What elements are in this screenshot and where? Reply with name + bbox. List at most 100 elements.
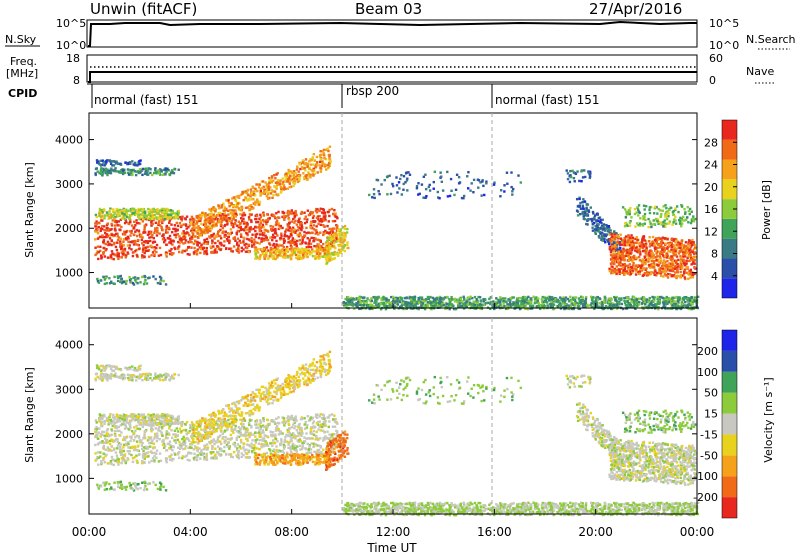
power-echo-cell [316,208,319,211]
power-echo-cell [387,300,390,303]
power-echo-cell [578,197,581,201]
power-echo-cell [648,296,651,300]
power-echo-cell [603,233,606,236]
power-echo-cell [555,298,559,302]
power-echo-cell [288,226,291,229]
power-echo-cell [614,298,617,302]
power-echo-cell [98,221,101,225]
power-echo-cell [652,263,655,266]
power-echo-cell [227,235,231,239]
power-echo-cell [678,245,681,248]
power-echo-cell [204,228,207,232]
power-echo-cell [172,227,175,231]
power-echo-cell [310,159,313,162]
power-echo-cell [133,220,136,224]
power-echo-cell [639,268,642,271]
power-echo-cell [337,254,340,258]
power-echo-cell [112,208,115,211]
power-echo-cell [378,304,381,307]
power-echo-cell [270,255,274,259]
power-echo-cell [111,160,114,163]
power-echo-cell [351,304,355,307]
power-echo-cell [138,222,142,225]
power-echo-cell [266,197,270,201]
power-echo-cell [620,262,623,266]
nsky-tick-bottom: 10^0 [56,39,86,52]
power-echo-cell [552,297,555,301]
power-echo-cell [343,249,347,253]
power-echo-cell [631,260,634,263]
power-echo-cell [348,300,352,303]
power-echo-cell [477,186,480,189]
power-echo-cell [388,301,391,304]
power-echo-cell [688,244,691,248]
power-echo-cell [308,159,311,163]
power-echo-cell [292,174,296,177]
nave-label: Nave [746,65,774,78]
power-echo-cell [138,168,142,171]
power-echo-cell [672,238,676,241]
power-echo-cell [326,231,329,235]
power-echo-cell [455,173,459,176]
power-echo-cell [277,224,281,227]
power-echo-cell [660,250,663,253]
power-echo-cell [613,268,616,272]
power-echo-cell [188,246,192,249]
power-echo-cell [288,172,291,175]
power-echo-cell [642,243,645,246]
power-echo-cell [327,236,330,240]
power-echo-cell [513,307,516,310]
power-echo-cell [614,257,617,260]
power-echo-cell [127,222,131,226]
power-echo-cell [550,303,553,306]
power-echo-cell [432,299,436,302]
power-echo-cell [143,249,146,252]
power-echo-cell [321,207,325,211]
power-echo-cell [611,243,614,246]
power-echo-cell [180,224,183,227]
power-echo-cell [684,305,688,309]
power-echo-cell [262,237,266,240]
power-echo-cell [383,178,386,182]
power-echo-cell [197,229,200,233]
power-echo-cell [169,249,172,253]
power-echo-cell [300,242,304,245]
power-echo-cell [218,218,221,222]
power-echo-cell [671,257,674,260]
power-echo-cell [174,214,178,218]
power-echo-cell [310,252,313,255]
power-echo-cell [226,232,230,235]
power-echo-cell [319,223,323,227]
power-echo-cell [320,211,324,214]
power-echo-cell [405,171,408,174]
power-echo-cell [99,227,103,230]
power-echo-cell [177,212,180,215]
power-echo-cell [328,145,332,148]
power-echo-cell [582,215,585,218]
power-echo-cell [644,306,647,309]
power-echo-cell [227,239,230,242]
power-echo-cell [153,213,156,217]
power-echo-cell [111,252,114,256]
power-echo-cell [106,235,110,238]
power-echo-cell [141,167,145,171]
power-echo-cell [225,247,228,251]
power-echo-cell [257,225,261,229]
power-echo-cell [280,232,283,235]
power-echo-cell [125,208,128,211]
power-echo-cell [647,299,651,302]
power-echo-cell [433,298,437,302]
power-echo-cell [610,241,613,244]
power-echo-cell [230,220,233,223]
power-echo-cell [520,304,523,307]
power-echo-cell [271,196,274,200]
power-echo-cell [121,244,124,248]
power-echo-cell [224,230,228,233]
power-echo-cell [318,209,321,213]
power-echo-cell [331,230,334,233]
power-echo-cell [662,302,666,306]
power-echo-cell [411,297,415,301]
power-echo-cell [192,242,196,245]
power-echo-cell [136,243,140,246]
power-echo-cell [157,172,161,175]
